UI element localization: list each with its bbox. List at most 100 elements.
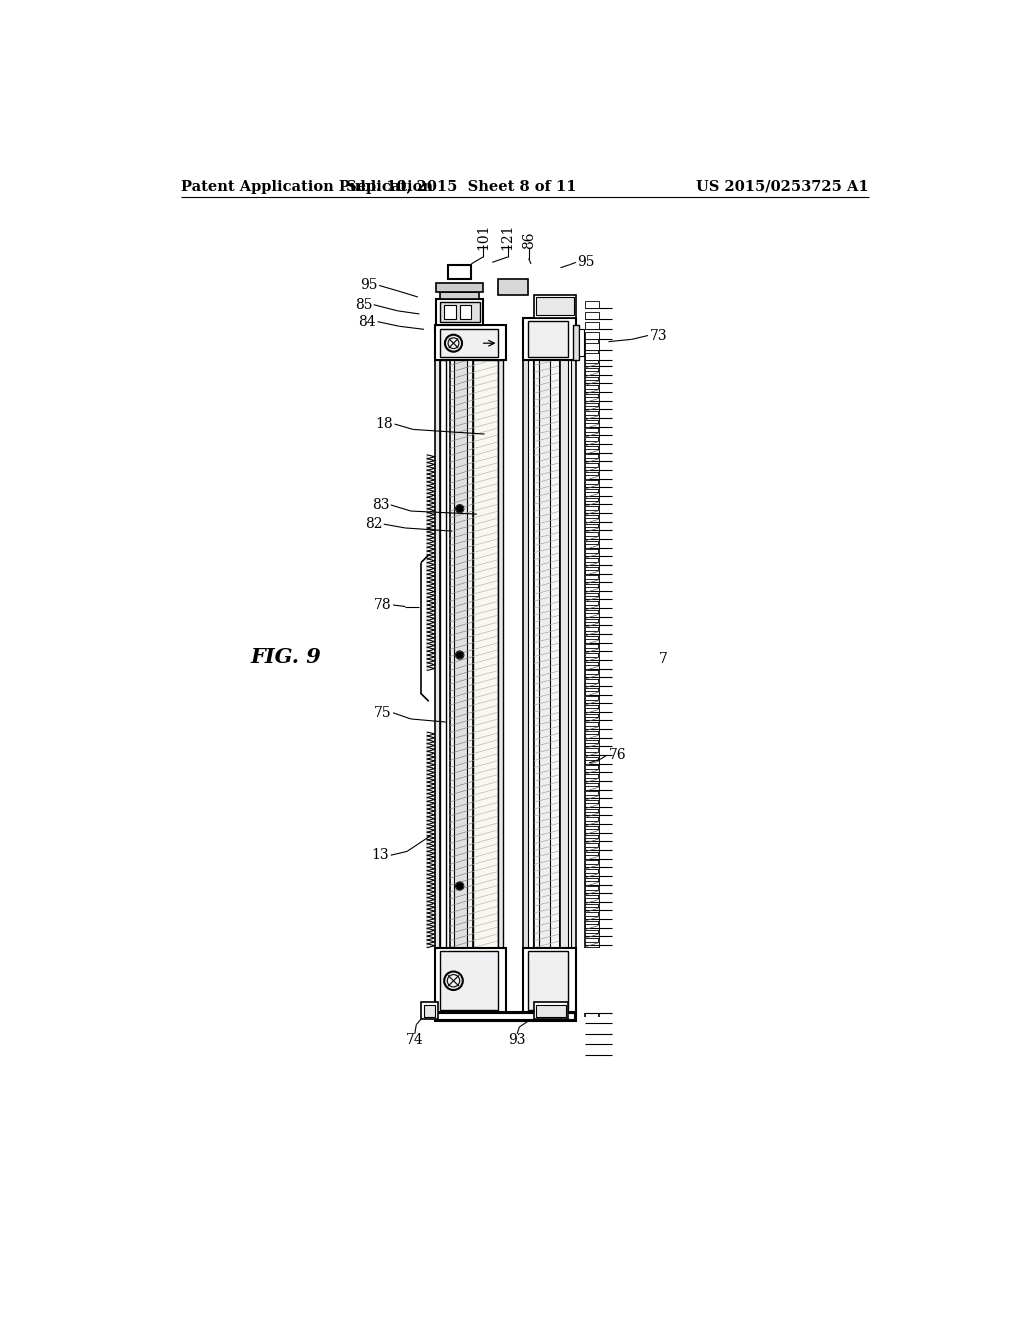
Bar [586, 544, 599, 549]
Bar [586, 700, 599, 705]
Bar [586, 821, 599, 826]
Text: 78: 78 [374, 598, 391, 612]
Bar [435, 360, 439, 948]
Text: 7: 7 [658, 652, 668, 665]
Circle shape [457, 883, 463, 890]
Text: 18: 18 [376, 417, 393, 432]
Bar [572, 326, 579, 360]
Bar [523, 318, 575, 360]
Bar [560, 360, 575, 948]
Text: FIG. 9: FIG. 9 [251, 647, 322, 668]
Bar [586, 407, 599, 412]
Text: 82: 82 [365, 517, 382, 531]
Bar [586, 838, 599, 843]
Bar [439, 329, 499, 358]
Bar [586, 829, 599, 834]
Bar [586, 787, 599, 792]
Bar [586, 675, 599, 678]
Bar [586, 371, 599, 376]
Text: 86: 86 [521, 231, 536, 248]
Bar [586, 622, 599, 627]
Bar [537, 1006, 566, 1016]
Bar [586, 855, 599, 861]
Text: 85: 85 [354, 298, 372, 312]
Bar [586, 424, 599, 429]
Bar [435, 948, 506, 1014]
Bar [535, 294, 575, 318]
Bar [436, 1014, 574, 1019]
Bar [586, 475, 599, 480]
Bar [586, 570, 599, 576]
Bar [586, 587, 599, 593]
Bar [586, 597, 599, 602]
Bar [586, 380, 599, 385]
Bar [535, 1002, 568, 1019]
Bar [586, 924, 599, 929]
Bar [473, 360, 499, 948]
Bar [586, 751, 599, 756]
Bar [586, 873, 599, 878]
Bar [586, 510, 599, 515]
Bar [523, 948, 575, 1014]
Bar [586, 899, 599, 904]
Bar [586, 709, 599, 714]
Bar [586, 639, 599, 644]
Text: Patent Application Publication: Patent Application Publication [180, 180, 433, 194]
Bar [586, 743, 599, 748]
Bar [586, 389, 599, 393]
Bar [586, 536, 599, 541]
Bar [539, 360, 550, 948]
Bar [586, 682, 599, 688]
Bar [528, 321, 568, 358]
Bar [586, 397, 599, 403]
Text: 73: 73 [649, 329, 668, 342]
Circle shape [457, 506, 463, 512]
Bar [586, 605, 599, 610]
Bar [586, 941, 599, 946]
Bar [586, 363, 599, 368]
Bar [586, 484, 599, 488]
Bar [586, 301, 599, 309]
Bar [586, 414, 599, 420]
Bar [586, 907, 599, 912]
Bar [586, 519, 599, 524]
Bar [586, 561, 599, 566]
Circle shape [457, 652, 463, 659]
Bar [449, 265, 471, 280]
Bar [460, 305, 471, 319]
Bar [586, 333, 599, 339]
Bar [586, 760, 599, 766]
Bar [586, 631, 599, 636]
Bar [586, 768, 599, 774]
Text: 76: 76 [608, 748, 626, 762]
Bar [586, 343, 599, 350]
Text: 74: 74 [406, 1034, 424, 1047]
Bar [586, 795, 599, 800]
Bar [424, 1006, 435, 1016]
Text: 13: 13 [372, 849, 389, 862]
Text: 75: 75 [374, 706, 391, 719]
Bar [586, 553, 599, 558]
Bar [586, 812, 599, 817]
Bar [586, 717, 599, 722]
Bar [586, 734, 599, 739]
Bar [586, 458, 599, 463]
Bar [568, 360, 571, 948]
Bar [586, 804, 599, 809]
Text: Sep. 10, 2015  Sheet 8 of 11: Sep. 10, 2015 Sheet 8 of 11 [346, 180, 577, 194]
Bar [450, 360, 473, 948]
Bar [586, 933, 599, 939]
Bar [435, 1011, 575, 1020]
Bar [586, 890, 599, 895]
Bar [586, 648, 599, 653]
Bar [435, 326, 506, 360]
Bar [528, 360, 532, 948]
Bar [586, 614, 599, 619]
Bar [454, 360, 467, 948]
Bar [586, 312, 599, 318]
Bar [439, 360, 445, 948]
Bar [535, 360, 560, 948]
Text: 83: 83 [372, 498, 389, 512]
Bar [586, 527, 599, 532]
Bar [586, 882, 599, 887]
